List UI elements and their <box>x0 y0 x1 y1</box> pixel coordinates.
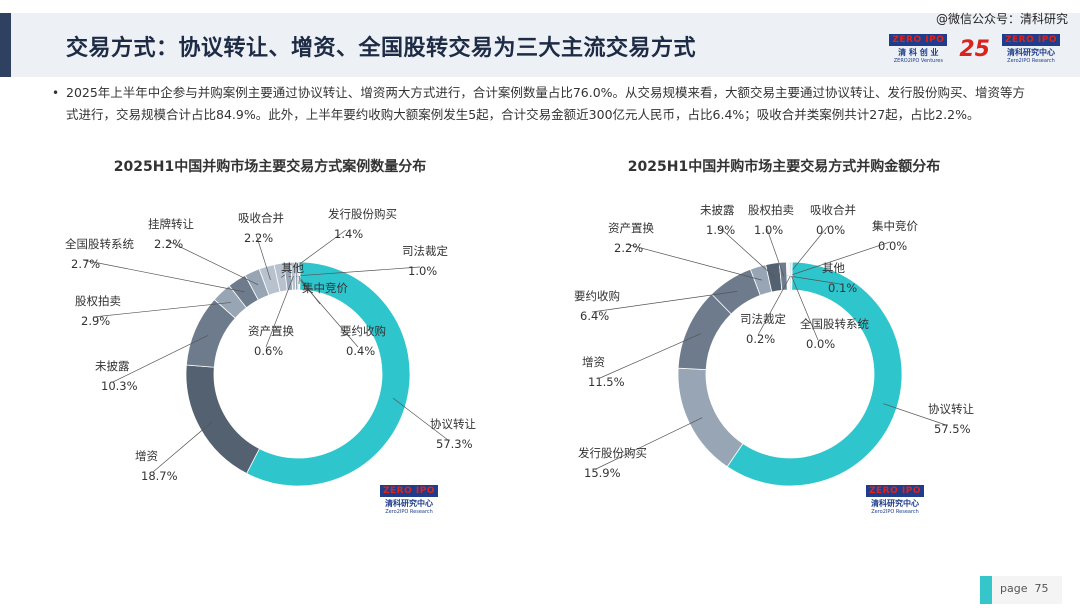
donut-0-leader-6 <box>255 233 271 281</box>
donut-0-value-6: 2.2% <box>244 231 273 245</box>
donut-0-value-4: 2.7% <box>71 257 100 271</box>
donut-1-value-3: 6.4% <box>580 309 609 323</box>
wechat-watermark: @微信公众号：清科研究 <box>935 12 1068 26</box>
donut-0-leader-10 <box>296 275 359 348</box>
donut-1-value-7: 0.0% <box>816 223 845 237</box>
donut-1-leader-3 <box>591 291 738 313</box>
donut-0-label-0: 协议转让 <box>430 417 476 431</box>
donut-0-value-3: 2.9% <box>81 314 110 328</box>
donut-1-slice-0 <box>726 261 903 487</box>
donut-0-leader-5 <box>165 239 258 285</box>
donut-1-label-1: 发行股份购买 <box>578 446 647 460</box>
donut-0-label-2: 未披露 <box>95 359 130 373</box>
donut-1-value-9: 0.1% <box>828 281 857 295</box>
donut-0-leader-0 <box>392 397 449 441</box>
donut-1-label-7: 吸收合并 <box>810 203 856 217</box>
anniversary-logo: 25 <box>959 36 990 62</box>
donut-1-label-0: 协议转让 <box>928 402 974 416</box>
donut-1-leader-5 <box>717 225 775 278</box>
research-source-logo-left: ZERO IPO 清科研究中心 Zero2IPO Research <box>380 485 439 515</box>
donut-0-label-5: 挂牌转让 <box>148 217 194 231</box>
donut-0-label-11: 集中竞价 <box>302 281 348 295</box>
donut-1-value-5: 1.9% <box>706 223 735 237</box>
page-title: 交易方式：协议转让、增资、全国股转交易为三大主流交易方式 <box>66 36 697 61</box>
donut-0-slice-1 <box>185 364 260 475</box>
chart-title-amount: 2025H1中国并购市场主要交易方式并购金额分布 <box>627 159 941 175</box>
donut-1-leader-8 <box>788 241 891 277</box>
donut-1-label-3: 要约收购 <box>574 289 620 303</box>
donut-1-leader-9 <box>789 275 841 285</box>
summary-text: 2025年上半年中企参与并购案例主要通过协议转让、增资两大方式进行，合计案例数量… <box>66 85 1026 122</box>
donut-0-label-8: 司法裁定 <box>402 244 448 258</box>
donut-0-value-1: 18.7% <box>141 469 178 483</box>
donut-0-value-0: 57.3% <box>436 437 473 451</box>
donut-1-leader-6 <box>765 225 785 277</box>
donut-0-leader-8 <box>288 266 421 277</box>
donut-1-value-8: 0.0% <box>878 239 907 253</box>
page-indicator <box>980 576 1062 604</box>
donut-0-label-10: 要约收购 <box>340 324 386 338</box>
donut-1-leader-7 <box>787 225 829 277</box>
donut-1-value-1: 15.9% <box>584 466 621 480</box>
summary-bullet: • 2025年上半年中企参与并购案例主要通过协议转让、增资两大方式进行，合计案例… <box>52 82 1026 126</box>
donut-0-label-4: 全国股转系统 <box>65 237 134 251</box>
donut-0-label-12: 其他 <box>281 261 304 275</box>
donut-1-leader-0 <box>883 403 947 426</box>
donut-1-value-4: 2.2% <box>614 241 643 255</box>
donut-0-value-8: 1.0% <box>408 264 437 278</box>
donut-1-leader-2 <box>599 333 701 379</box>
zero2ipo-research-logo: ZERO IPO 清科研究中心 Zero2IPO Research <box>1001 34 1060 64</box>
donut-0-label-1: 增资 <box>135 449 158 463</box>
donut-0-value-2: 10.3% <box>101 379 138 393</box>
donut-1-leader-1 <box>595 417 703 470</box>
donut-1-label-9: 其他 <box>822 261 845 275</box>
page-accent <box>980 576 992 604</box>
donut-1-label-5: 未披露 <box>700 203 735 217</box>
donut-0-leader-3 <box>92 302 232 318</box>
donut-1-value-10: 0.2% <box>746 332 775 346</box>
donut-1-label-10: 司法裁定 <box>740 312 786 326</box>
chart-title-count: 2025H1中国并购市场主要交易方式案例数量分布 <box>113 159 427 175</box>
donut-0-leader-1 <box>152 421 213 473</box>
donut-0-label-9: 资产置换 <box>248 324 294 338</box>
donut-1-label-4: 资产置换 <box>608 221 654 235</box>
donut-0-label-6: 吸收合并 <box>238 211 284 225</box>
bullet-marker: • <box>52 86 60 100</box>
donut-0-value-9: 0.6% <box>254 344 283 358</box>
header-logos: ZERO IPO 清 科 创 业 ZERO2IPO Ventures 25 ZE… <box>889 34 1060 64</box>
donut-0-label-7: 发行股份购买 <box>328 207 397 221</box>
donut-0-leader-2 <box>112 335 209 383</box>
donut-1-leader-11 <box>791 275 819 341</box>
donut-1-leader-10 <box>757 275 791 336</box>
donut-0-value-5: 2.2% <box>154 237 183 251</box>
donut-1-value-6: 1.0% <box>754 223 783 237</box>
zero2ipo-ventures-logo: ZERO IPO 清 科 创 业 ZERO2IPO Ventures <box>889 34 948 64</box>
donut-0-value-10: 0.4% <box>346 344 375 358</box>
donut-0-value-7: 1.4% <box>334 227 363 241</box>
research-source-logo-right: ZERO IPO 清科研究中心 Zero2IPO Research <box>866 485 925 515</box>
donut-1-label-8: 集中竞价 <box>872 219 918 233</box>
donut-0-leader-11 <box>298 275 321 305</box>
page-number: page 75 <box>1000 582 1049 595</box>
donut-0-label-3: 股权拍卖 <box>75 294 121 308</box>
donut-0-slice-0 <box>246 261 411 487</box>
donut-1-label-11: 全国股转系统 <box>800 317 869 331</box>
donut-0-leader-4 <box>82 259 245 293</box>
donut-1-value-0: 57.5% <box>934 422 971 436</box>
donut-1-value-11: 0.0% <box>806 337 835 351</box>
donut-1-value-2: 11.5% <box>588 375 625 389</box>
donut-1-leader-4 <box>625 243 763 281</box>
donut-1-slice-1 <box>677 367 744 468</box>
donut-1-label-2: 增资 <box>582 355 605 369</box>
donut-0-leader-9 <box>265 275 294 348</box>
donut-1-label-6: 股权拍卖 <box>748 203 794 217</box>
header-accent-bar <box>0 13 11 77</box>
